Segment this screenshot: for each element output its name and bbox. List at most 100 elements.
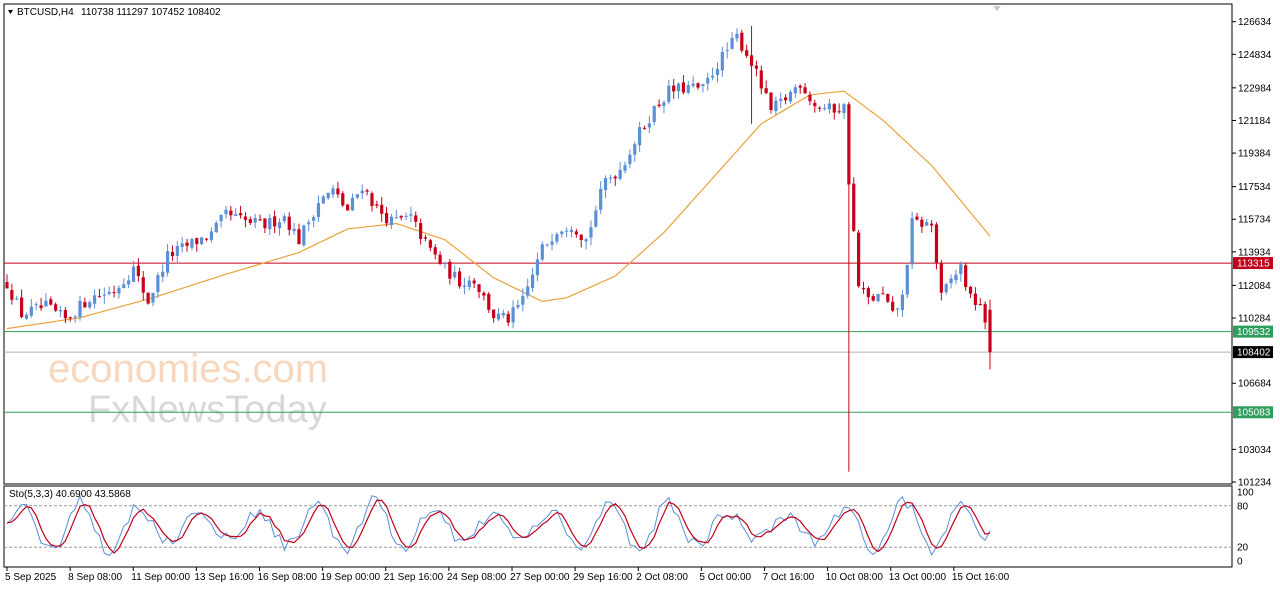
candle-body: [384, 212, 389, 224]
candle-body: [920, 219, 924, 227]
dropdown-arrow-icon[interactable]: [8, 10, 13, 14]
moving-average: [6, 90, 991, 330]
candle-body: [915, 216, 919, 220]
y-tick-label: 117534: [1238, 182, 1271, 193]
candle-body: [336, 188, 340, 195]
candle-body: [861, 287, 866, 290]
y-tick-label: 119384: [1238, 149, 1271, 160]
candle-body: [477, 284, 481, 293]
candle-body: [287, 216, 291, 230]
candle-body: [852, 183, 856, 231]
y-tick-label: 113934: [1238, 247, 1271, 258]
level-tag-label: 113315: [1237, 259, 1270, 270]
candle-body: [594, 210, 598, 227]
x-tick-label: 27 Sep 00:00: [510, 572, 570, 583]
candle-body: [832, 104, 836, 113]
candle-body: [837, 111, 841, 113]
candle-body: [487, 293, 491, 310]
candle-body: [740, 32, 744, 51]
candle-body: [555, 234, 559, 242]
time-axis[interactable]: 5 Sep 2025 8 Sep 08:00 11 Sep 00:00 13 Sep …: [5, 567, 1010, 583]
candle-body: [409, 214, 413, 216]
scroll-marker-icon[interactable]: [993, 6, 1001, 11]
candle-body: [589, 227, 593, 238]
candle-body: [34, 304, 38, 306]
candle-body: [346, 204, 350, 211]
candle-body: [307, 222, 311, 225]
candle-body: [73, 316, 77, 318]
candle-body: [633, 144, 637, 155]
candle-body: [492, 309, 496, 319]
candle-body: [24, 314, 29, 319]
candle-body: [97, 296, 102, 298]
level-tag-1: [1233, 325, 1273, 338]
candle-body: [662, 102, 666, 106]
candle-body: [579, 234, 583, 241]
candle-body: [161, 271, 165, 277]
candle-body: [146, 292, 150, 304]
candle-body: [638, 127, 642, 146]
x-tick-label: 8 Sep 08:00: [68, 572, 122, 583]
candle-body: [350, 197, 355, 211]
candle-body: [175, 246, 179, 256]
candle-body: [672, 85, 676, 92]
candle-body: [238, 213, 243, 216]
y-tick-label: 112084: [1238, 281, 1271, 292]
candle-body: [360, 190, 364, 194]
y-tick-label: 110284: [1238, 313, 1271, 324]
y-tick-label: 115734: [1238, 215, 1271, 226]
candle-body: [759, 70, 763, 89]
candles: [5, 25, 992, 472]
candle-body: [613, 176, 617, 179]
candle-body: [428, 240, 432, 248]
candle-body: [978, 304, 982, 306]
x-tick-label: 7 Oct 16:00: [763, 572, 815, 583]
candle-body: [88, 302, 92, 308]
y-tick-label: 122984: [1238, 83, 1272, 94]
candle-body: [891, 301, 895, 311]
candle-body: [730, 38, 734, 49]
candle-body: [711, 75, 715, 78]
candle-body: [774, 100, 778, 112]
candle-body: [10, 290, 14, 300]
price-axis[interactable]: 126634 124834 122984 121184 119384 117534 1157…: [1232, 17, 1273, 489]
candle-body: [282, 216, 286, 222]
candle-body: [331, 188, 335, 195]
stoch-scale-label: 100: [1237, 488, 1254, 499]
candle-body: [545, 244, 549, 246]
candle-body: [316, 203, 321, 218]
x-tick-label: 16 Sep 08:00: [258, 572, 318, 583]
candle-body: [44, 300, 48, 307]
candle-body: [467, 280, 471, 287]
candle-body: [623, 165, 627, 171]
candle-body: [443, 263, 447, 265]
candle-body: [657, 104, 661, 106]
candle-body: [224, 209, 228, 215]
candle-body: [735, 33, 739, 39]
x-tick-label: 19 Sep 00:00: [321, 572, 381, 583]
candle-body: [954, 274, 958, 281]
candle-body: [881, 293, 885, 295]
candle-body: [92, 295, 97, 304]
stochastic-frame: [3, 485, 1233, 568]
candle-body: [925, 221, 929, 226]
candle-body: [5, 282, 9, 289]
candle-body: [277, 222, 282, 229]
candle-body: [521, 296, 525, 305]
candle-body: [964, 265, 968, 288]
ma-line: [6, 90, 991, 330]
candle-body: [788, 91, 793, 102]
candle-body: [565, 230, 569, 232]
candle-body: [895, 308, 900, 310]
candle-body: [642, 127, 647, 129]
candle-body: [535, 259, 540, 276]
candle-body: [63, 310, 67, 319]
candle-body: [365, 190, 369, 192]
ohlc-label: 110738 111297 107452 108402: [81, 7, 221, 18]
candle-body: [190, 238, 194, 248]
stoch-scale-label: 0: [1237, 557, 1243, 568]
x-tick-label: 15 Oct 16:00: [952, 572, 1010, 583]
candle-body: [934, 224, 939, 263]
x-tick-label: 5 Oct 00:00: [699, 572, 751, 583]
